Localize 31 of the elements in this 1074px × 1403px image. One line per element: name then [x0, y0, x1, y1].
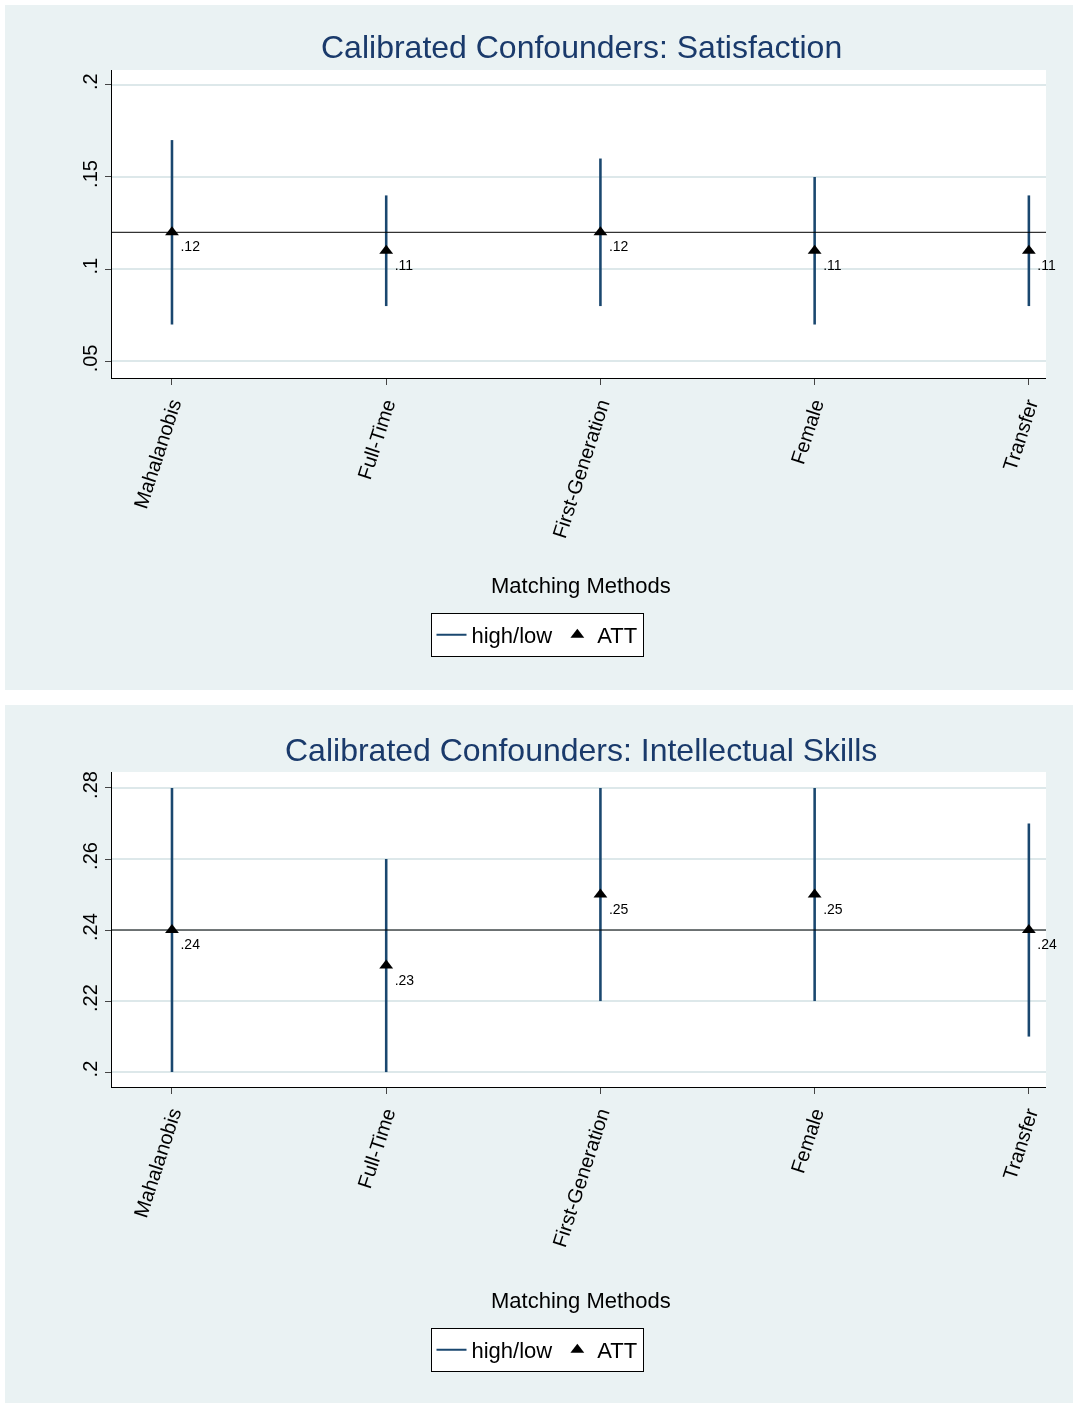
legend-label: ATT	[597, 623, 638, 649]
legend-label: ATT	[597, 1338, 638, 1364]
bar	[599, 787, 602, 1002]
y-tick-label: .1	[79, 257, 101, 275]
data-label: .23	[394, 971, 415, 988]
data-label: .25	[823, 900, 843, 917]
y-tick-label: .28	[79, 771, 101, 799]
x-axis-title: Matching Methods	[491, 573, 671, 598]
x-tick-label: Female	[786, 1105, 828, 1176]
y-tick-label: .26	[79, 842, 101, 870]
chart-title: Calibrated Confounders: Intellectual Skills	[285, 732, 878, 768]
data-label: .12	[608, 238, 629, 255]
y-tick-label: .2	[79, 1060, 101, 1078]
bar	[813, 787, 816, 1002]
y-tick-label: .2	[79, 73, 101, 91]
x-axis-title: Matching Methods	[491, 1288, 671, 1313]
y-tick-label: .24	[79, 913, 101, 941]
data-label: .11	[394, 256, 414, 273]
x-tick-label: Female	[786, 396, 828, 467]
y-tick-label: .05	[79, 344, 101, 373]
data-label: .24	[180, 936, 201, 953]
chart-title: Calibrated Confounders: Satisfaction	[321, 29, 843, 65]
data-label: .24	[1037, 936, 1058, 953]
legend-label: high/low	[471, 623, 553, 649]
data-label: .11	[1037, 256, 1056, 273]
data-label: .25	[608, 900, 629, 917]
y-tick-label: .22	[79, 984, 101, 1012]
legend-label: high/low	[471, 1338, 553, 1364]
data-label: .11	[823, 256, 842, 273]
y-tick-label: .15	[79, 160, 101, 188]
data-label: .12	[180, 238, 201, 255]
